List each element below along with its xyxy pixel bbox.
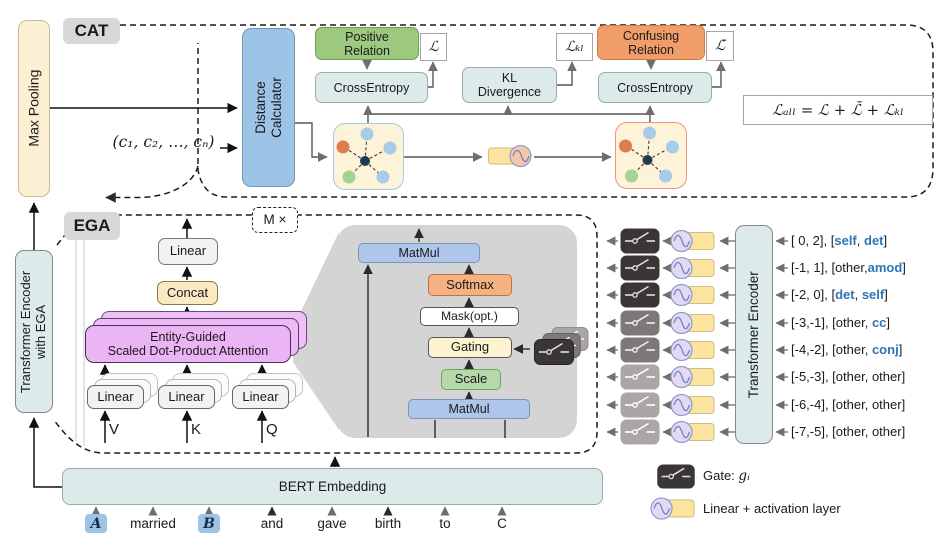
context-tuple: (c₁, c₂, …, cₙ)	[112, 133, 215, 151]
scatter-graph-svg	[619, 126, 679, 183]
gate-icon	[620, 364, 660, 390]
gate-row-label: [-7,-5], [other, other]	[791, 424, 906, 439]
gate-row-lines	[606, 236, 788, 437]
gate-icon	[620, 310, 660, 336]
softmax-box: Softmax	[428, 274, 512, 296]
concat-box: Concat	[157, 281, 218, 305]
linear-activation-icon	[670, 393, 715, 417]
gate-icon	[620, 337, 660, 363]
confusing-relation-box: Confusing Relation	[597, 25, 705, 60]
cross-entropy-left-box: CrossEntropy	[315, 72, 428, 103]
linear-q-box: Linear	[232, 385, 289, 409]
gating-box: Gating	[428, 337, 512, 358]
gate-row-label: [-1, 1], [other,amod]	[791, 260, 906, 275]
linear-activation-icon	[670, 338, 715, 362]
linear-activation-icon	[670, 420, 715, 444]
token-entity-b: B	[198, 514, 220, 533]
loss-kl-box: ℒₖₗ	[556, 33, 593, 61]
gate-row-label: [-2, 0], [det, self]	[791, 287, 888, 302]
max-pooling-box: Max Pooling	[18, 20, 50, 197]
distance-calculator-line2: Calculator	[268, 77, 284, 138]
cat-label: CAT	[63, 18, 120, 44]
linear-v-box: Linear	[87, 385, 144, 409]
gate-row-label: [-5,-3], [other, other]	[791, 369, 906, 384]
token: to	[439, 516, 451, 531]
bert-embedding-box: BERT Embedding	[62, 468, 603, 505]
k-label: K	[191, 421, 202, 438]
loss-bar-box: ℒ̄	[706, 31, 734, 61]
linear-activation-icon	[670, 365, 715, 389]
gate-row-label: [-3,-1], [other, cc]	[791, 315, 891, 330]
linear-activation-icon	[670, 256, 715, 280]
matmul-bottom-box: MatMul	[408, 399, 530, 419]
legend-gate-label: Gate: gᵢ	[703, 468, 750, 484]
gate-row-label: [ 0, 2], [self, det]	[791, 233, 888, 248]
token-entity-a: A	[85, 514, 107, 533]
legend-activation-label: Linear + activation layer	[703, 501, 841, 516]
distance-calculator-line1: Distance	[252, 81, 268, 134]
attention-box: Entity-Guided Scaled Dot-Product Attenti…	[85, 325, 291, 363]
loss-box: ℒ	[420, 33, 447, 61]
relation-graph-confusing	[615, 122, 687, 189]
ega-label: EGA	[64, 212, 120, 240]
matmul-top-box: MatMul	[358, 243, 480, 263]
te-ega-line1: Transformer Encoder	[18, 270, 34, 393]
gate-icon	[620, 282, 660, 308]
attention-line2: Scaled Dot-Product Attention	[107, 344, 269, 358]
gate-row-label: [-4,-2], [other, conj]	[791, 342, 903, 357]
linear-activation-icon	[670, 283, 715, 307]
distance-calculator-box: Distance Calculator	[242, 28, 295, 187]
linear-activation-icon	[670, 311, 715, 335]
linear-activation-icon	[488, 144, 532, 168]
v-label: V	[109, 421, 120, 438]
linear-output-box: Linear	[158, 238, 218, 265]
cat-container-border	[105, 24, 934, 203]
ega-stack-lines	[75, 224, 85, 446]
cross-entropy-right-box: CrossEntropy	[598, 72, 712, 103]
loss-formula-box: ℒₐₗₗ = ℒ + ℒ̄ + ℒₖₗ	[743, 95, 933, 125]
callout-beam	[293, 232, 339, 430]
gate-icon	[620, 255, 660, 281]
token-arrows	[91, 506, 507, 516]
gate-icon	[534, 339, 574, 365]
cat-flow-lines	[295, 59, 726, 162]
token: and	[260, 516, 284, 531]
positive-relation-box: Positive Relation	[315, 27, 419, 60]
token: birth	[374, 516, 402, 531]
linear-activation-icon	[650, 497, 695, 520]
kl-divergence-box: KL Divergence	[462, 67, 557, 103]
transformer-encoder-box: Transformer Encoder	[735, 225, 773, 444]
gate-icon	[620, 392, 660, 418]
linear-activation-icon	[670, 229, 715, 253]
max-pooling-label: Max Pooling	[25, 69, 42, 148]
detail-arrows	[363, 228, 530, 438]
token: C	[497, 516, 507, 531]
gate-icon	[620, 419, 660, 445]
transformer-encoder-label: Transformer Encoder	[746, 270, 762, 399]
q-label: Q	[266, 421, 278, 438]
gate-row-label: [-6,-4], [other, other]	[791, 397, 906, 412]
transformer-encoder-ega-box: Transformer Encoder with EGA	[15, 250, 53, 413]
scatter-graph-svg	[336, 127, 397, 184]
repeat-m-box: M ×	[252, 207, 298, 233]
linear-k-box: Linear	[158, 385, 215, 409]
cat-main-arrows	[28, 102, 238, 488]
te-ega-line2: with EGA	[33, 304, 48, 359]
relation-graph-positive	[333, 123, 404, 190]
scale-box: Scale	[441, 369, 501, 390]
token: gave	[317, 516, 347, 531]
gate-icon	[620, 228, 660, 254]
mask-box: Mask(opt.)	[420, 307, 519, 326]
gate-icon	[657, 464, 695, 489]
token: married	[130, 516, 176, 531]
attention-line1: Entity-Guided	[150, 330, 226, 344]
